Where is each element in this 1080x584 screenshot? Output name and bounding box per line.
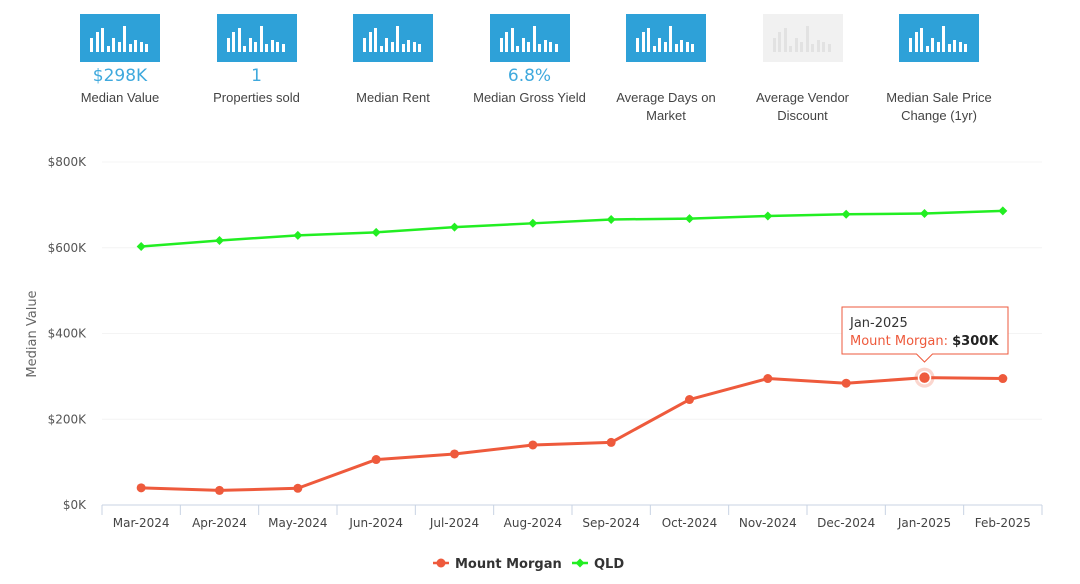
x-tick-label: Feb-2025 <box>975 516 1031 530</box>
series-layer <box>136 206 1008 495</box>
tooltip: Jan-2025 Mount Morgan: $300K <box>841 306 1009 388</box>
x-tick-label: Jul-2024 <box>429 516 479 530</box>
data-point <box>215 235 224 245</box>
data-point <box>841 209 851 219</box>
stat-label: Median Sale Price Change (1yr) <box>886 90 992 123</box>
data-point <box>841 378 851 388</box>
data-point <box>998 206 1008 216</box>
stat-value <box>871 65 1007 87</box>
x-tick-label: Nov-2024 <box>739 516 797 530</box>
y-tick-label: $600K <box>48 241 88 255</box>
data-point <box>215 485 224 495</box>
bar-chart-icon <box>899 14 979 62</box>
stat-label: Median Gross Yield <box>473 90 586 105</box>
series-line <box>141 209 1003 248</box>
data-point <box>450 222 459 232</box>
bar-chart-icon <box>626 14 706 62</box>
data-point <box>371 455 381 465</box>
data-point <box>685 395 694 405</box>
bar-chart-icon <box>489 14 570 62</box>
x-tick-label: Oct-2024 <box>662 516 718 530</box>
data-point <box>293 483 303 493</box>
y-axis-title: Median Value <box>25 290 40 377</box>
legend-item-mount-morgan[interactable]: Mount Morgan <box>433 557 562 572</box>
data-point <box>450 449 459 459</box>
stat-value <box>325 65 461 87</box>
tooltip-date: Jan-2025 <box>849 316 908 331</box>
x-tick-label: Apr-2024 <box>192 516 247 530</box>
y-axis: $0K $200K $400K $600K $800K <box>48 155 88 512</box>
x-tick-label: Jun-2024 <box>348 516 403 530</box>
data-point <box>371 227 381 237</box>
bar-chart-icon <box>762 14 843 62</box>
y-tick-label: $200K <box>48 412 88 426</box>
stat-label: Properties sold <box>213 90 300 105</box>
stat-median-rent[interactable]: Median Rent <box>325 14 461 107</box>
data-point <box>606 214 616 224</box>
y-tick-label: $0K <box>63 498 87 512</box>
data-point <box>920 208 929 218</box>
tooltip-value: $300K <box>952 334 999 349</box>
data-point <box>528 218 538 228</box>
series-mount-morgan <box>136 373 1008 495</box>
stat-value <box>735 65 871 87</box>
stat-value: 1 <box>251 66 262 86</box>
stats-bar: $298K Median Value 1 Properties sold Median … <box>52 14 1052 134</box>
stat-average-vendor-discount[interactable]: Average Vendor Discount <box>735 14 871 125</box>
data-point <box>136 241 146 251</box>
stat-label: Median Value <box>80 90 160 105</box>
stat-label: Average Vendor Discount <box>756 90 849 123</box>
legend-marker <box>575 558 585 568</box>
tooltip-series-name: Mount Morgan: <box>850 334 952 349</box>
stat-value: 6.8% <box>507 66 552 86</box>
data-point <box>998 374 1008 384</box>
x-axis: Mar-2024 Apr-2024 May-2024 Jun-2024 Jul-2024… <box>101 504 1043 530</box>
data-point <box>763 211 773 221</box>
tooltip-value-line: Mount Morgan: $300K <box>850 334 999 349</box>
data-point <box>293 230 303 240</box>
stat-label: Median Rent <box>356 90 430 105</box>
x-tick-label: Jan-2025 <box>897 516 951 530</box>
bar-chart-icon <box>80 14 160 62</box>
y-tick-label: $400K <box>48 327 88 341</box>
stat-value <box>598 65 734 87</box>
hover-point <box>917 370 932 385</box>
legend-item-qld[interactable]: QLD <box>572 557 624 572</box>
bar-chart-icon <box>353 14 433 62</box>
y-tick-label: $800K <box>48 155 88 169</box>
data-point <box>685 214 694 224</box>
stat-median-value[interactable]: $298K Median Value <box>52 14 188 107</box>
stat-average-days-on-market[interactable]: Average Days on Market <box>598 14 734 125</box>
data-point <box>606 437 616 447</box>
stat-properties-sold[interactable]: 1 Properties sold <box>189 14 325 107</box>
stat-median-sale-price-change-1yr[interactable]: Median Sale Price Change (1yr) <box>871 14 1007 125</box>
series-line <box>141 376 1003 492</box>
stat-median-gross-yield[interactable]: 6.8% Median Gross Yield <box>462 14 598 107</box>
tooltip-box <box>841 306 1009 363</box>
x-tick-label: Aug-2024 <box>504 516 562 530</box>
legend: Mount Morgan QLD <box>433 557 624 572</box>
median-value-chart: $0K $200K $400K $600K $800K Mar-2024 Apr-2024… <box>25 155 1043 572</box>
data-point <box>528 440 538 450</box>
x-tick-label: Mar-2024 <box>113 516 170 530</box>
bar-chart-icon <box>216 14 297 62</box>
legend-marker <box>436 558 446 568</box>
stat-label: Average Days on Market <box>616 90 716 123</box>
legend-label: QLD <box>594 557 624 572</box>
stat-value: $298K <box>92 66 148 86</box>
data-point <box>136 483 146 493</box>
x-tick-label: May-2024 <box>268 516 327 530</box>
x-tick-label: Dec-2024 <box>817 516 875 530</box>
x-tick-label: Sep-2024 <box>582 516 640 530</box>
series-qld <box>136 206 1008 251</box>
data-point <box>763 374 773 384</box>
legend-label: Mount Morgan <box>455 557 562 572</box>
